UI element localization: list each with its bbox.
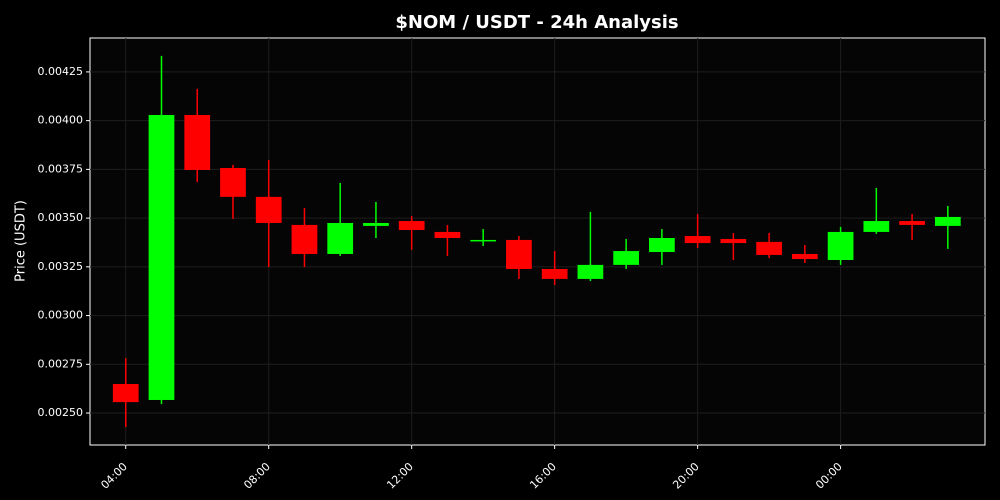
candle-body (148, 114, 175, 400)
candle-body (506, 239, 532, 269)
y-tick-label: 0.00325 (38, 260, 84, 273)
y-tick-label: 0.00425 (38, 65, 84, 78)
candle-body (363, 222, 389, 226)
candle-body (899, 221, 925, 225)
x-tick-label: 12:00 (384, 460, 416, 492)
x-tick-label: 20:00 (670, 460, 702, 492)
y-tick-label: 0.00375 (38, 162, 84, 175)
y-tick-label: 0.00350 (38, 211, 84, 224)
candle-body (541, 268, 568, 279)
y-tick-label: 0.00300 (38, 309, 84, 322)
y-tick-label: 0.00400 (38, 114, 84, 127)
x-tick-label: 08:00 (241, 460, 273, 492)
candle-body (220, 168, 246, 197)
chart-title: $NOM / USDT - 24h Analysis (395, 12, 678, 33)
candle-body (327, 222, 354, 254)
candle-body (791, 253, 818, 260)
candle-body (934, 216, 961, 226)
candle-body (184, 114, 211, 170)
candle-body (720, 238, 747, 244)
candle-body (827, 231, 854, 261)
candle-body (577, 264, 604, 279)
x-tick-label: 16:00 (527, 460, 559, 492)
y-tick-label: 0.00275 (38, 357, 84, 370)
candle-body (470, 239, 497, 242)
candle-body (398, 221, 425, 230)
x-tick-label: 04:00 (98, 460, 130, 492)
y-axis-label: Price (USDT) (14, 200, 29, 282)
candle-body (613, 251, 640, 265)
candle-body (649, 237, 675, 253)
candle-body (434, 231, 461, 238)
candle-body (684, 236, 711, 244)
candle-body (112, 383, 139, 403)
candle-body (863, 221, 890, 232)
candle-body (255, 196, 282, 223)
candle-body (291, 224, 318, 254)
x-tick-label: 00:00 (813, 460, 845, 492)
y-tick-label: 0.00250 (38, 406, 84, 419)
candle-body (756, 241, 782, 255)
